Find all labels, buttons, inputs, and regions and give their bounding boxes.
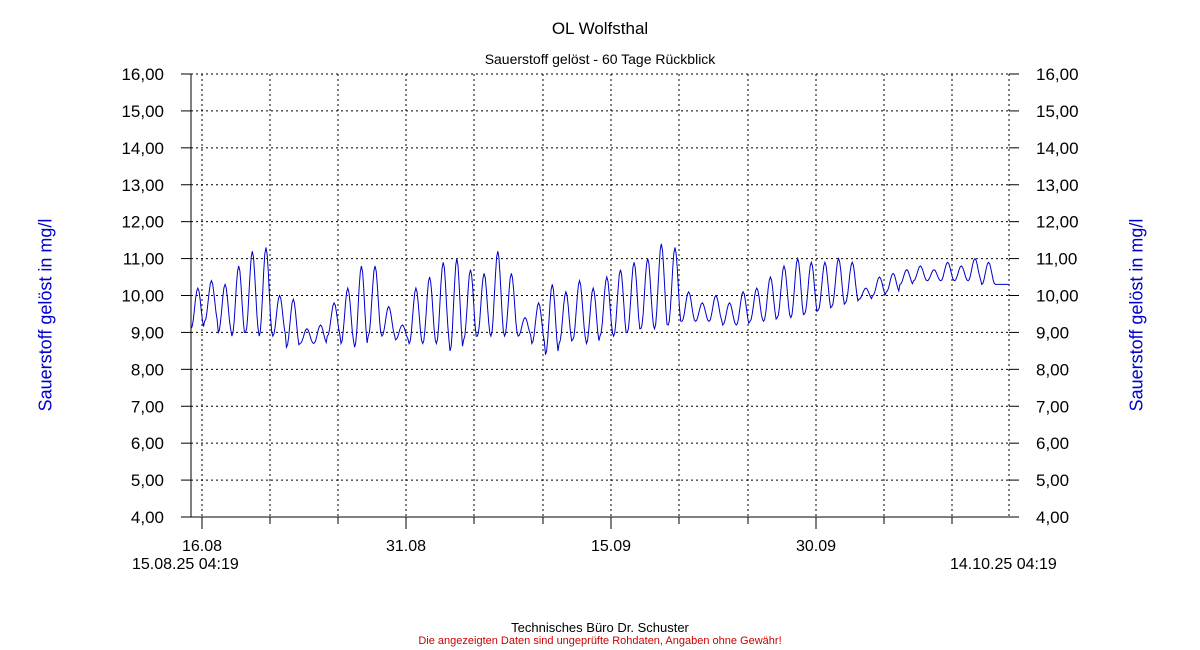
oxygen-series-line <box>190 243 1009 355</box>
y-tick-label-left: 10,00 <box>121 287 164 306</box>
footer-credit: Technisches Büro Dr. Schuster <box>511 620 689 635</box>
y-tick-label-right: 16,00 <box>1036 65 1079 84</box>
y-tick-label-left: 8,00 <box>131 360 164 379</box>
grid-lines <box>191 73 1010 517</box>
y-tick-label-right: 9,00 <box>1036 323 1069 342</box>
axes <box>181 73 1019 529</box>
x-tick-labels: 16.08 31.08 15.09 30.09 <box>182 538 836 555</box>
x-tick-label: 15.09 <box>591 538 631 555</box>
y-tick-label-left: 6,00 <box>131 434 164 453</box>
y-tick-label-right: 10,00 <box>1036 287 1079 306</box>
y-tick-labels: 4,00 4,00 5,00 5,00 6,00 6,00 7,00 7,00 8,00 8,00… <box>121 65 1078 527</box>
y-tick-label-left: 14,00 <box>121 139 164 158</box>
y-tick-label-right: 15,00 <box>1036 102 1079 121</box>
y-tick-label-right: 12,00 <box>1036 213 1079 232</box>
chart-title: OL Wolfsthal <box>551 19 649 38</box>
y-tick-label-right: 6,00 <box>1036 434 1069 453</box>
y-tick-label-right: 11,00 <box>1036 250 1077 269</box>
x-tick-label: 30.09 <box>796 538 836 555</box>
y-tick-label-left: 5,00 <box>131 471 164 490</box>
footer-disclaimer: Die angezeigten Daten sind ungeprüfte Ro… <box>418 635 782 647</box>
y-tick-label-left: 12,00 <box>121 213 164 232</box>
y-tick-label-right: 13,00 <box>1036 176 1079 195</box>
y-tick-label-left: 9,00 <box>131 323 164 342</box>
range-start-label: 15.08.25 04:19 <box>132 556 239 573</box>
y-tick-label-left: 4,00 <box>131 508 164 527</box>
y-tick-label-right: 5,00 <box>1036 471 1069 490</box>
y-tick-label-right: 7,00 <box>1036 397 1069 416</box>
chart-subtitle: Sauerstoff gelöst - 60 Tage Rückblick <box>484 51 716 67</box>
data-series <box>190 243 1009 355</box>
y-tick-label-left: 15,00 <box>121 102 164 121</box>
x-tick-label: 16.08 <box>182 538 222 555</box>
y-tick-label-left: 16,00 <box>121 65 164 84</box>
x-tick-label: 31.08 <box>386 538 426 555</box>
y-tick-label-left: 13,00 <box>121 176 164 195</box>
y-tick-label-right: 14,00 <box>1036 139 1079 158</box>
y-tick-label-right: 8,00 <box>1036 360 1069 379</box>
y-tick-label-left: 11,00 <box>123 250 164 269</box>
range-end-label: 14.10.25 04:19 <box>950 556 1057 573</box>
y-tick-label-right: 4,00 <box>1036 508 1069 527</box>
y-tick-label-left: 7,00 <box>131 397 164 416</box>
